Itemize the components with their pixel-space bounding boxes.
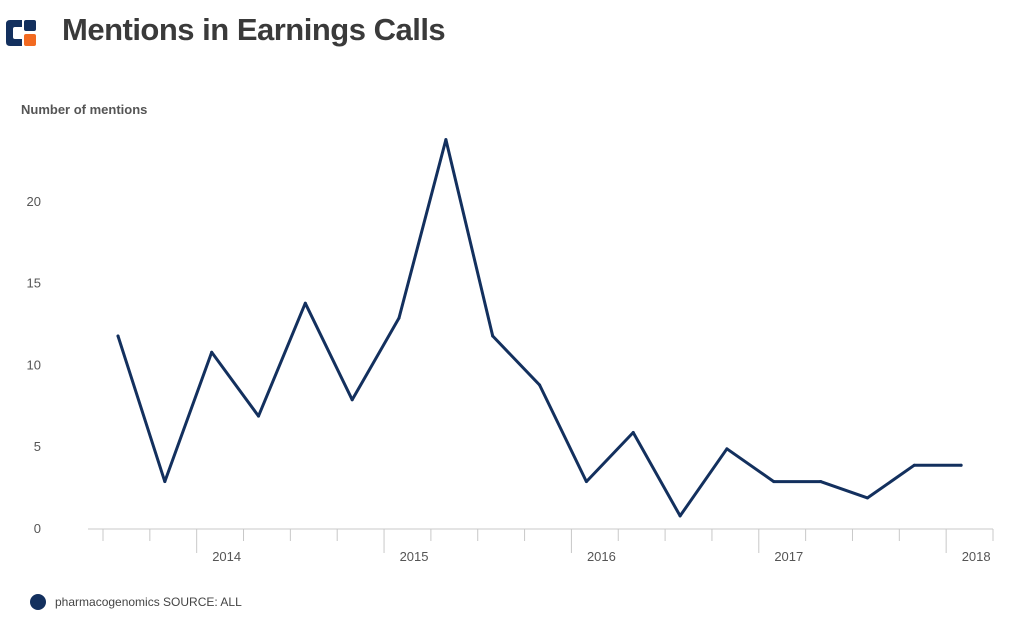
y-axis-label: Number of mentions [21,102,148,117]
x-axis: 2014 2015 2016 2017 2018 [88,528,994,564]
data-point [116,334,120,338]
data-point [444,138,448,142]
x-tick-label: 2016 [587,549,616,564]
data-point [912,463,916,467]
x-tick-label: 2017 [774,549,803,564]
y-tick-label: 20 [27,194,41,209]
data-point [819,480,823,484]
legend: pharmacogenomics SOURCE: ALL [30,592,242,612]
legend-label: pharmacogenomics SOURCE: ALL [55,595,242,609]
x-tick-label: 2014 [212,549,241,564]
legend-swatch-icon [30,594,46,610]
x-tick-label: 2015 [400,549,429,564]
data-point [257,414,261,418]
y-tick-label: 15 [27,276,41,291]
data-point [538,383,542,387]
series-line [116,138,963,518]
x-tick-label: 2018 [962,549,991,564]
data-point [584,480,588,484]
data-point [865,496,869,500]
data-point [959,463,963,467]
chart-title: Mentions in Earnings Calls [62,12,446,47]
data-point [772,480,776,484]
y-axis-ticks: 0 5 10 15 20 [27,194,41,536]
data-point [210,350,214,354]
header: Mentions in Earnings Calls [0,0,1024,70]
data-point [163,480,167,484]
data-point [350,398,354,402]
data-point [678,514,682,518]
data-point [631,430,635,434]
company-logo-icon [6,20,36,46]
y-tick-label: 10 [27,357,41,372]
data-point [491,334,495,338]
y-tick-label: 5 [34,439,41,454]
data-point [397,316,401,320]
y-tick-label: 0 [34,521,41,536]
data-point [303,301,307,305]
data-point [725,447,729,451]
series-layer [116,138,963,518]
